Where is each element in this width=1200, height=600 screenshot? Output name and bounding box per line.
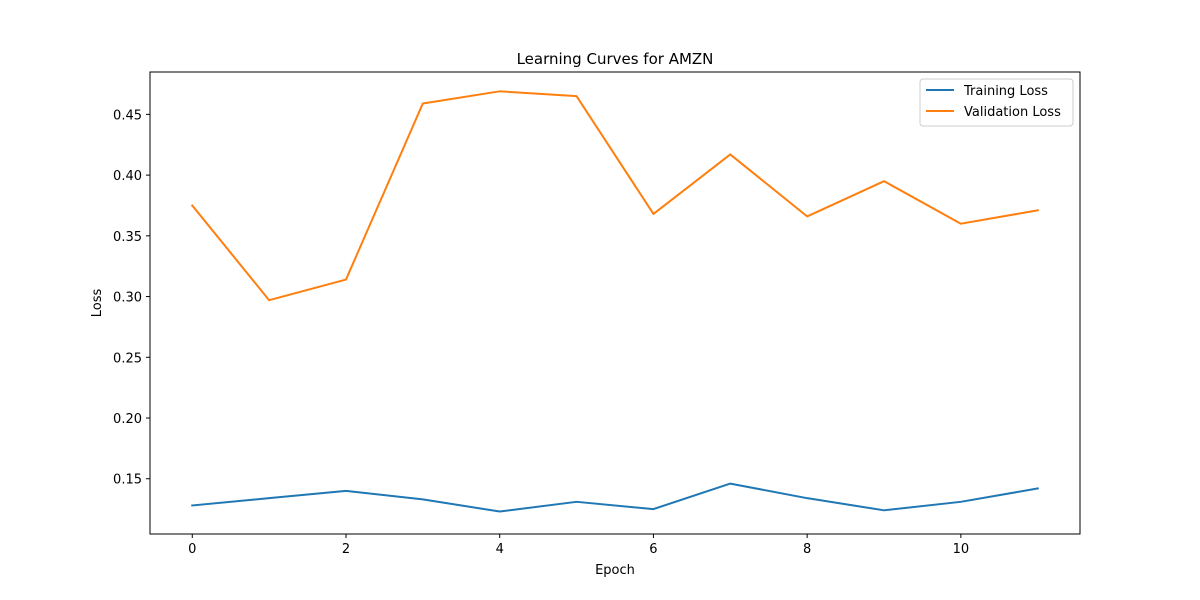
x-tick-label: 4 <box>496 542 504 557</box>
y-tick-label: 0.35 <box>113 230 142 245</box>
series-line-training-loss <box>191 482 1039 513</box>
x-tick-label: 8 <box>803 542 811 557</box>
y-tick-label: 0.30 <box>113 291 142 306</box>
x-axis: 0 2 4 6 8 10 <box>188 534 969 557</box>
x-axis-label: Epoch <box>595 563 635 578</box>
x-tick-label: 10 <box>953 542 970 557</box>
x-tick-label: 6 <box>649 542 657 557</box>
y-tick-label: 0.25 <box>113 351 142 366</box>
y-axis: 0.15 0.20 0.25 0.30 0.35 0.40 0.45 <box>113 108 150 488</box>
legend: Training Loss Validation Loss <box>919 78 1074 127</box>
legend-box <box>919 78 1074 127</box>
y-tick-label: 0.40 <box>113 169 142 184</box>
series-line-validation-loss <box>190 90 1039 302</box>
y-tick-label: 0.15 <box>113 473 142 488</box>
series-layer <box>190 90 1039 513</box>
y-tick-label: 0.45 <box>113 108 142 123</box>
y-axis-label: Loss <box>90 289 105 318</box>
legend-label-training-loss: Training Loss <box>963 84 1048 99</box>
y-tick-label: 0.20 <box>113 412 142 427</box>
plot-frame <box>149 71 1081 535</box>
x-tick-label: 2 <box>342 542 350 557</box>
chart-title: Learning Curves for AMZN <box>517 50 714 68</box>
legend-label-validation-loss: Validation Loss <box>964 105 1061 120</box>
x-tick-label: 0 <box>188 542 196 557</box>
